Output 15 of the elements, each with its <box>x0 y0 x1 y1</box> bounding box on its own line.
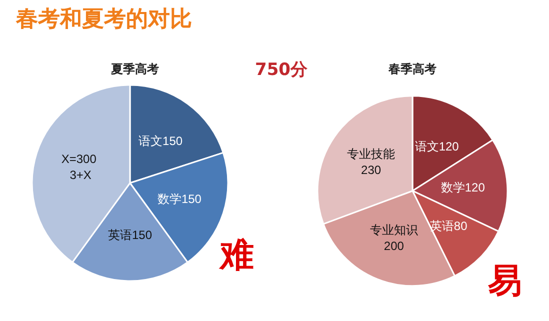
slice-label: 数学150 <box>157 192 202 206</box>
slice-label: X=300 3+X <box>61 152 100 182</box>
slice-label: 专业知识200 <box>370 222 418 253</box>
slice-label: 英语150 <box>108 228 152 242</box>
text: 春考和夏考的对比 <box>16 6 192 34</box>
slice-label: 专业技能230 <box>347 147 396 178</box>
text: 750分 <box>255 59 308 81</box>
text: 难 <box>220 234 254 277</box>
slice-label: 数学120 <box>440 180 486 195</box>
slice-label: 英语80 <box>430 219 468 234</box>
slice-label: 语文150 <box>138 134 183 148</box>
chart-title: 春季高考 <box>388 62 436 76</box>
chart-title: 夏季高考 <box>110 62 159 76</box>
slice-label: 语文120 <box>414 140 460 154</box>
text: 易 <box>488 260 522 303</box>
